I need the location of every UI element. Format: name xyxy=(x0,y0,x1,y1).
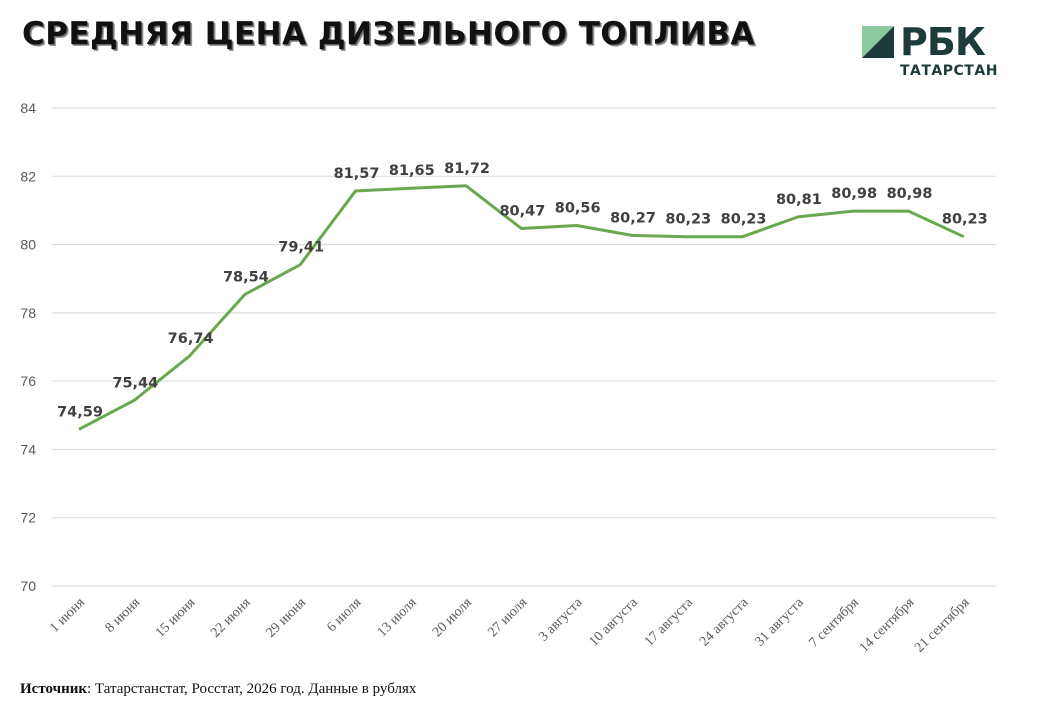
y-tick-label: 74 xyxy=(20,441,36,457)
series-line xyxy=(78,184,965,431)
data-label: 80,81 xyxy=(776,192,822,208)
rbc-logo: РБК ТАТАРСТАН xyxy=(862,20,1002,86)
chart-title: СРЕДНЯЯ ЦЕНА ДИЗЕЛЬНОГО ТОПЛИВА xyxy=(22,16,755,52)
x-tick-label: 31 августа xyxy=(752,595,807,650)
y-tick-label: 80 xyxy=(20,237,36,253)
x-tick-label: 24 августа xyxy=(697,595,752,650)
y-tick-label: 72 xyxy=(20,510,36,526)
data-label: 80,56 xyxy=(555,200,601,216)
y-tick-label: 82 xyxy=(20,168,36,184)
x-tick-label: 14 сентября xyxy=(857,595,918,656)
x-tick-label: 27 июля xyxy=(485,595,530,640)
x-tick-label: 1 июня xyxy=(47,595,88,636)
data-label: 80,23 xyxy=(942,212,988,228)
data-label: 76,74 xyxy=(168,331,214,347)
x-tick-label: 22 июня xyxy=(208,595,254,641)
y-tick-label: 78 xyxy=(20,305,36,321)
data-label: 75,44 xyxy=(112,375,158,391)
data-label: 80,23 xyxy=(665,212,711,228)
logo-name: РБК xyxy=(900,20,986,64)
x-tick-label: 29 июня xyxy=(263,595,309,641)
data-label: 80,23 xyxy=(721,212,767,228)
y-tick-label: 70 xyxy=(20,578,36,594)
source-note: Источник: Татарстанстат, Росстат, 2026 г… xyxy=(20,681,416,698)
y-tick-label: 84 xyxy=(20,100,36,116)
x-tick-label: 21 сентября xyxy=(912,595,973,656)
x-tick-label: 15 июня xyxy=(153,595,199,641)
data-label: 81,65 xyxy=(389,163,435,179)
data-label: 81,72 xyxy=(444,161,490,177)
x-tick-label: 7 сентября xyxy=(806,595,862,651)
x-tick-label: 13 июля xyxy=(375,595,420,640)
x-tick-label: 6 июля xyxy=(324,595,364,635)
source-label: Источник xyxy=(20,681,87,697)
data-label: 79,41 xyxy=(278,240,324,256)
y-tick-label: 76 xyxy=(20,373,36,389)
data-label: 80,98 xyxy=(887,186,933,202)
x-tick-label: 20 июля xyxy=(430,595,475,640)
source-text: : Татарстанстат, Росстат, 2026 год. Данн… xyxy=(87,681,417,697)
grid-lines xyxy=(52,107,996,587)
data-labels: 74,59 75,44 76,74 78,54 79,41 81,57 81,65 81,72… xyxy=(57,161,988,420)
data-label: 74,59 xyxy=(57,404,103,420)
x-tick-label: 10 августа xyxy=(587,595,642,650)
logo-mark-icon xyxy=(862,26,894,58)
x-tick-label: 8 июня xyxy=(103,595,144,636)
logo-region: ТАТАРСТАН xyxy=(900,63,998,79)
data-label: 80,27 xyxy=(610,210,656,226)
y-axis-ticks: 70 72 74 76 78 80 82 84 xyxy=(20,100,36,594)
x-axis-ticks: 1 июня 8 июня 15 июня 22 июня 29 июня 6 июля 1… xyxy=(47,595,973,656)
data-label: 80,98 xyxy=(831,186,877,202)
data-label: 81,57 xyxy=(334,166,380,182)
data-label: 78,54 xyxy=(223,269,269,285)
x-tick-label: 17 августа xyxy=(642,595,697,650)
data-label: 80,47 xyxy=(499,204,545,220)
x-tick-label: 3 августа xyxy=(536,595,586,645)
